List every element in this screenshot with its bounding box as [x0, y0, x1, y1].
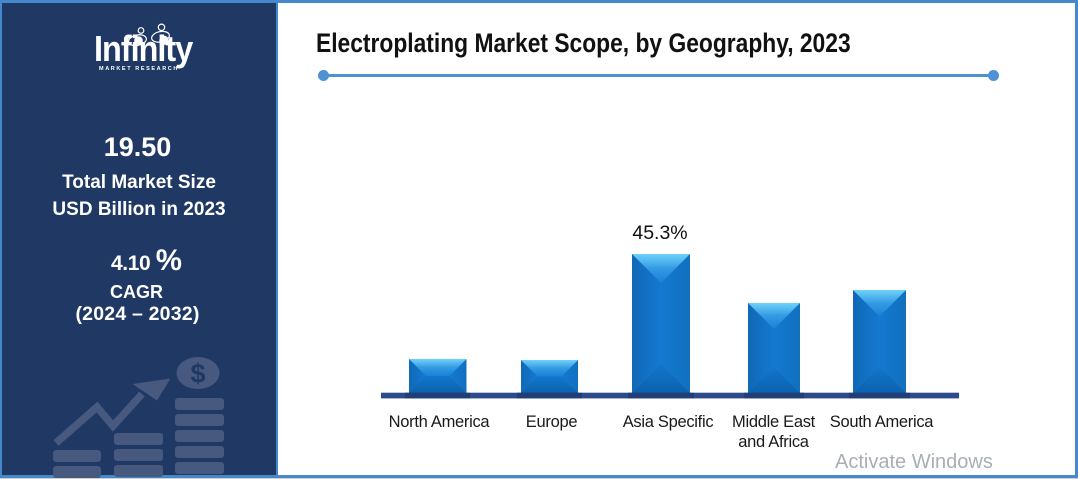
svg-text:$: $: [190, 359, 205, 389]
